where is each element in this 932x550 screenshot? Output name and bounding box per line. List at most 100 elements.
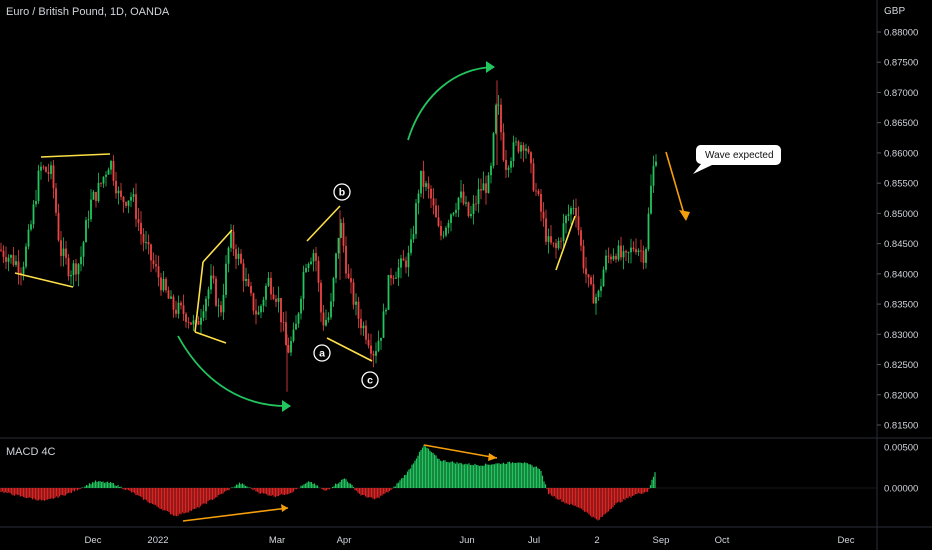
time-tick-label: Jul [528,535,540,546]
macd-bar [550,488,553,496]
macd-bar [129,488,131,491]
macd-bar [16,488,19,495]
macd-bar [282,488,284,495]
macd-bar [237,484,239,488]
macd-bar [363,488,365,495]
macd-bar [534,466,536,488]
macd-bar [22,488,25,497]
macd-bar [150,488,152,504]
candle-body [65,248,67,258]
macd-bar [6,488,8,494]
macd-bar [426,447,428,488]
macd-bar [40,488,43,501]
macd-bar [294,488,296,490]
candle-body [342,222,345,246]
macd-bar [223,488,226,492]
macd-bar [216,488,218,498]
candle-body [145,242,147,243]
candle-body [577,216,580,231]
macd-bar [654,472,656,488]
candle-body [350,278,352,283]
macd-bar [369,488,371,498]
macd-bar [57,488,59,498]
candle-body [267,277,270,286]
candle-body [22,266,25,274]
macd-bar [72,488,74,491]
price-tick-label: 0.83500 [884,300,918,311]
macd-bar [159,488,161,509]
macd-bar [588,488,590,515]
macd-bar [393,486,395,488]
macd-bar [334,483,337,488]
macd-bar [34,488,37,500]
candle-body [107,169,110,175]
price-axis[interactable]: 0.81500 0.82000 0.82500 0.83000 0.83500 0.840… [877,28,918,432]
macd-bar [471,464,473,488]
time-axis[interactable]: Dec 2022 Mar Apr Jun Jul 2 Sep Oct Dec [85,535,855,546]
macd-title: MACD 4C [6,446,56,458]
macd-bar [307,481,310,488]
macd-bar [630,488,632,498]
macd-bar [511,462,514,488]
macd-bar [400,478,403,488]
macd-bar [124,488,127,490]
macd-bar [582,488,584,511]
macd-bar [291,488,293,493]
macd-bar [201,488,203,505]
macd-bar [225,488,227,492]
candle-body [100,182,102,184]
macd-bar [486,464,488,488]
candle-body [122,196,125,203]
wave-label-a: a [319,348,325,360]
trendline-bottom-nov [14,272,74,288]
candle-body [377,340,380,352]
macd-bar [591,488,593,518]
macd-bar [88,483,91,488]
candle-body [147,242,150,245]
macd-bar [163,488,166,511]
pattern-lines [14,153,576,362]
macd-bar [625,488,628,498]
candle-body [87,219,90,221]
candle-body [77,264,80,275]
price-tick-label: 0.83000 [884,330,918,341]
macd-bar [306,482,308,488]
candle-body [427,183,430,189]
time-tick-label: Dec [85,535,102,546]
candle-body [110,160,112,170]
price-tick-label: 0.85500 [884,179,918,190]
candle-body [227,247,230,264]
candle-body [447,223,450,228]
candle-body [220,305,222,313]
candle-body [35,201,37,205]
candle-body [280,297,282,323]
candle-body [135,194,137,220]
candle-body [27,229,30,247]
macd-bar [541,475,544,488]
macd-bar [228,488,230,491]
candle-body [212,275,215,279]
macd-bar [277,488,280,497]
macd-bar [261,488,263,493]
candle-body [407,252,410,268]
macd-bar [235,484,238,488]
macd-bar [285,488,287,495]
candle-body [42,166,45,168]
candle-body [167,290,170,299]
candle-body [635,249,637,253]
macd-bar [595,488,598,520]
macd-bar [465,463,467,488]
macd-bar [439,460,442,488]
wave-label-b: b [339,187,345,199]
candle-body [5,256,7,262]
candle-body [317,260,320,283]
macd-bar [498,463,500,488]
macd-bar [609,488,611,510]
macd-bar [456,462,458,488]
candle-body [32,204,35,225]
macd-bar [309,481,311,488]
wave-label-c: c [367,375,373,387]
macd-bar [355,488,358,491]
candle-body [417,193,420,204]
